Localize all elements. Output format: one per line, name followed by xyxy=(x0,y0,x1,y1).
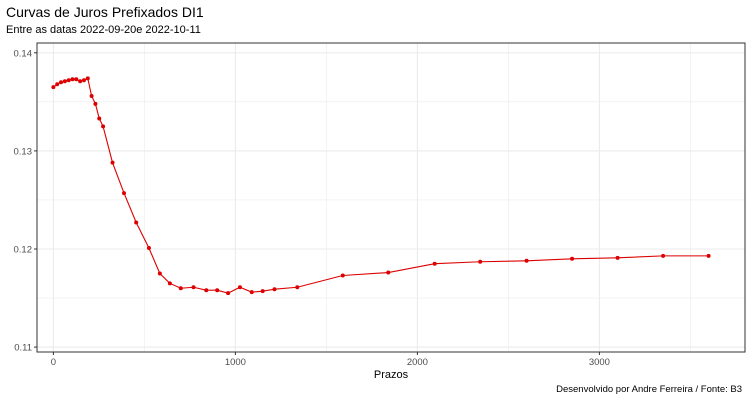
data-point xyxy=(386,270,391,275)
x-tick-label: 2000 xyxy=(407,357,428,368)
y-tick-label: 0.13 xyxy=(14,146,33,157)
x-tick-label: 3000 xyxy=(589,357,610,368)
data-point xyxy=(97,116,102,121)
grid-lines xyxy=(37,43,745,352)
x-axis-label: Prazos xyxy=(374,369,409,381)
chart-title: Curvas de Juros Prefixados DI1 xyxy=(6,4,204,20)
series-di1 xyxy=(51,76,711,296)
x-tick-label: 0 xyxy=(51,357,56,368)
data-point xyxy=(178,286,183,291)
data-point xyxy=(215,288,220,293)
series-line xyxy=(53,77,709,294)
data-point xyxy=(204,288,209,293)
data-point xyxy=(70,77,75,82)
chart-subtitle: Entre as datas 2022-09-20e 2022-10-11 xyxy=(6,24,201,36)
data-point xyxy=(101,124,106,129)
data-point xyxy=(167,281,172,286)
data-point xyxy=(706,253,711,258)
data-point xyxy=(191,285,196,290)
data-point xyxy=(93,101,98,106)
data-point xyxy=(432,261,437,266)
data-point xyxy=(51,85,56,90)
x-tick-label: 1000 xyxy=(225,357,246,368)
y-tick-label: 0.14 xyxy=(14,48,33,59)
data-point xyxy=(110,160,115,165)
data-point xyxy=(661,253,666,258)
data-point xyxy=(62,79,67,84)
plot-panel-border xyxy=(36,42,746,353)
y-tick-label: 0.11 xyxy=(14,343,32,354)
data-point xyxy=(226,291,231,296)
data-point xyxy=(295,285,300,290)
data-point xyxy=(85,76,90,81)
data-point xyxy=(570,256,575,261)
data-point xyxy=(121,191,126,196)
data-point xyxy=(81,78,86,83)
y-axis-ticks: 0.11 0.12 0.13 0.14 xyxy=(14,48,37,354)
data-point xyxy=(237,285,242,290)
data-point xyxy=(66,78,71,83)
x-axis-ticks: 0 1000 2000 3000 xyxy=(51,352,610,368)
data-point xyxy=(340,273,345,278)
y-tick-label: 0.12 xyxy=(14,245,33,256)
data-point xyxy=(59,80,64,85)
source-caption: Desenvolvido por Andre Ferreira / Fonte:… xyxy=(556,384,742,395)
data-point xyxy=(157,271,162,276)
data-point xyxy=(249,290,254,295)
data-point xyxy=(146,246,151,251)
data-point xyxy=(478,259,483,264)
data-point xyxy=(74,77,79,82)
data-point xyxy=(78,79,83,84)
data-point xyxy=(615,255,620,260)
data-point xyxy=(524,258,529,263)
data-point xyxy=(89,93,94,98)
data-point xyxy=(134,220,139,225)
data-point xyxy=(55,82,60,87)
data-point xyxy=(260,289,265,294)
data-point xyxy=(272,287,277,292)
